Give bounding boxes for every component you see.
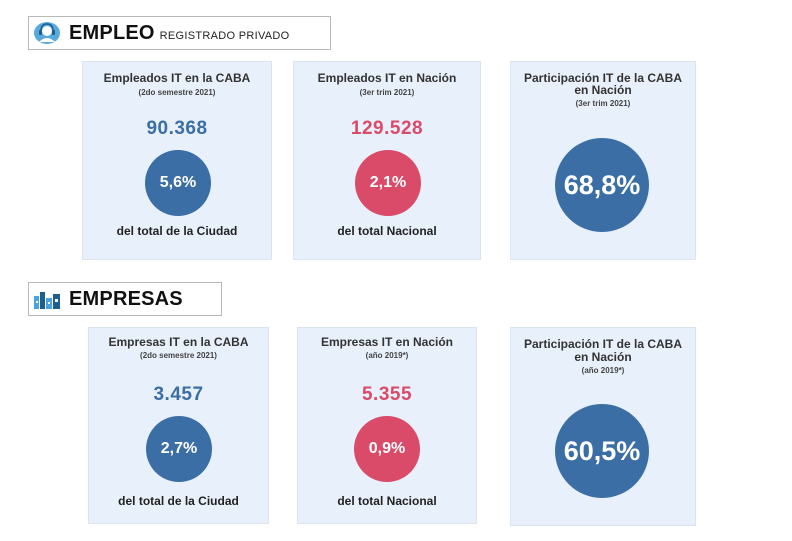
card-value: 3.457	[153, 384, 204, 405]
empresas-title: EMPRESAS	[69, 287, 183, 310]
card-period: (año 2019*)	[365, 351, 409, 360]
card-period: (2do semestre 2021)	[140, 351, 217, 360]
card-title: Empleados IT en la CABA	[103, 71, 251, 85]
empleo-title: EMPLEO	[69, 21, 155, 44]
percent-label: 2,1%	[369, 174, 407, 191]
empleo-subtitle: REGISTRADO PRIVADO	[159, 30, 290, 42]
card-title-line2: en Nación	[574, 350, 632, 364]
empleo-card-participacion: Participación IT de la CABA en Nación (3…	[510, 61, 696, 260]
percent-label: 68,8%	[563, 169, 641, 200]
card-title-line2: en Nación	[574, 83, 632, 97]
card-footer: del total de la Ciudad	[118, 494, 239, 508]
empresas-card-caba: Empresas IT en la CABA (2do semestre 202…	[88, 327, 269, 524]
empresas-card-participacion: Participación IT de la CABA en Nación (a…	[510, 327, 696, 526]
card-title: Empresas IT en la CABA	[108, 335, 249, 349]
card-title-line1: Participación IT de la CABA	[523, 337, 683, 351]
card-title-line1: Participación IT de la CABA	[523, 71, 683, 85]
percent-label: 5,6%	[159, 174, 197, 191]
percent-label: 2,7%	[160, 440, 198, 457]
card-title: Empresas IT en Nación	[320, 335, 454, 349]
card-footer: del total Nacional	[337, 494, 437, 508]
factory-icon	[33, 286, 61, 312]
card-period: (3er trim 2021)	[575, 99, 631, 108]
card-period: (3er trim 2021)	[359, 88, 415, 97]
card-title: Empleados IT en Nación	[317, 71, 457, 85]
empresas-section-header: EMPRESAS	[28, 282, 222, 316]
percent-circle: 0,9%	[354, 416, 420, 482]
empleo-card-nacion: Empleados IT en Nación (3er trim 2021) 1…	[293, 61, 481, 260]
card-period: (2do semestre 2021)	[138, 88, 216, 97]
card-footer: del total de la Ciudad	[116, 224, 238, 238]
percent-circle: 2,7%	[146, 416, 212, 482]
percent-circle: 5,6%	[145, 150, 211, 216]
empresas-card-nacion: Empresas IT en Nación (año 2019*) 5.355 …	[297, 327, 477, 524]
card-period: (año 2019*)	[581, 366, 625, 375]
percent-label: 60,5%	[563, 435, 641, 466]
percent-circle: 2,1%	[355, 150, 421, 216]
percent-circle: 68,8%	[555, 138, 649, 232]
person-headset-icon	[33, 20, 61, 46]
card-value: 90.368	[146, 118, 208, 139]
card-footer: del total Nacional	[337, 224, 437, 238]
empleo-section-header: EMPLEO REGISTRADO PRIVADO	[28, 16, 331, 50]
percent-circle: 60,5%	[555, 404, 649, 498]
empleo-card-caba: Empleados IT en la CABA (2do semestre 20…	[82, 61, 272, 260]
card-value: 129.528	[350, 118, 424, 139]
card-value: 5.355	[361, 384, 413, 405]
percent-label: 0,9%	[368, 440, 406, 457]
